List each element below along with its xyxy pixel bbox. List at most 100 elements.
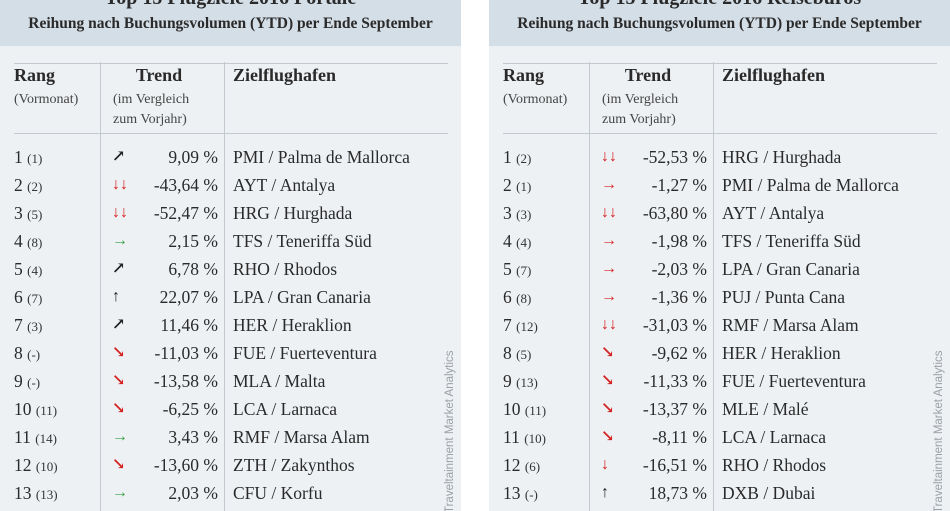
panel-header: Top 15 Flugziele 2016 Portale Reihung na… xyxy=(0,0,461,46)
trend-cell: -16,51 % xyxy=(624,451,707,479)
trend-percentage: -52,47 % xyxy=(153,203,218,223)
trend-percentage: -2,03 % xyxy=(651,259,707,279)
rank-cell: 2 (2) xyxy=(14,171,42,201)
rank-cell: 12 (10) xyxy=(14,451,58,481)
trend-percentage: -43,64 % xyxy=(153,175,218,195)
destination-cell: CFU / Korfu xyxy=(233,483,323,503)
rank-value: 13 xyxy=(14,483,32,503)
destination-cell: PMI / Palma de Mallorca xyxy=(233,147,410,167)
destination-cell: LCA / Larnaca xyxy=(233,399,337,419)
header-top-rule xyxy=(14,63,448,64)
trend-arrow-icon: ↘ xyxy=(112,372,126,389)
table-row: 11 (14) → 3,43 % RMF / Marsa Alam xyxy=(0,423,461,451)
table-row: 6 (8) → -1,36 % PUJ / Punta Cana xyxy=(489,283,950,311)
trend-cell: -43,64 % xyxy=(135,171,218,199)
trend-column-header: Trend xyxy=(135,65,183,85)
rank-value: 2 xyxy=(14,175,23,195)
header-bottom-rule xyxy=(14,133,448,134)
table-row: 9 (13) ↘ -11,33 % FUE / Fuerteventura xyxy=(489,367,950,395)
destination-cell: RMF / Marsa Alam xyxy=(233,427,370,447)
rank-cell: 13 (13) xyxy=(14,479,58,509)
destination-cell: AYT / Antalya xyxy=(233,175,336,195)
rank-cell: 7 (12) xyxy=(503,311,538,341)
rank-value: 11 xyxy=(14,427,31,447)
panel-title: Top 15 Flugziele 2016 Portale xyxy=(0,0,461,10)
header-bottom-rule xyxy=(503,133,937,134)
table-row: 6 (7) ↑ 22,07 % LPA / Gran Canaria xyxy=(0,283,461,311)
table-row: 3 (5) ↓↓ -52,47 % HRG / Hurghada xyxy=(0,199,461,227)
trend-cell: -31,03 % xyxy=(624,311,707,339)
rank-cell: 7 (3) xyxy=(14,311,42,341)
rank-value: 10 xyxy=(14,399,32,419)
table-row: 4 (4) → -1,98 % TFS / Teneriffa Süd xyxy=(489,227,950,255)
table-row: 3 (3) ↓↓ -63,80 % AYT / Antalya xyxy=(489,199,950,227)
rank-value: 3 xyxy=(503,203,512,223)
rank-cell: 4 (4) xyxy=(503,227,531,257)
trend-cell: 3,43 % xyxy=(135,423,218,451)
rank-value: 5 xyxy=(14,259,23,279)
rank-value: 1 xyxy=(503,147,512,167)
rank-cell: 2 (1) xyxy=(503,171,531,201)
trend-cell: -63,80 % xyxy=(624,199,707,227)
previous-rank: (12) xyxy=(516,319,538,334)
table-row: 9 (-) ↘ -13,58 % MLA / Malta xyxy=(0,367,461,395)
trend-arrow-icon: → xyxy=(601,288,617,305)
trend-percentage: 18,73 % xyxy=(648,483,707,503)
trend-percentage: 3,43 % xyxy=(168,427,218,447)
destination-cell: MLE / Malé xyxy=(722,399,809,419)
trend-arrow-icon: ↗ xyxy=(112,316,126,333)
portale-panel: Top 15 Flugziele 2016 Portale Reihung na… xyxy=(0,0,461,511)
rank-cell: 11 (14) xyxy=(14,423,57,453)
previous-rank: (11) xyxy=(35,403,58,418)
trend-percentage: -1,27 % xyxy=(651,175,707,195)
rank-column-subheader: (Vormonat) xyxy=(14,92,79,107)
trend-percentage: -52,53 % xyxy=(642,147,707,167)
rank-value: 8 xyxy=(503,343,512,363)
trend-cell: -11,03 % xyxy=(135,339,218,367)
previous-rank: (5) xyxy=(516,347,532,362)
panel-title: Top 15 Flugziele 2016 Reisebüros xyxy=(489,0,950,10)
trend-cell: 18,73 % xyxy=(624,479,707,507)
trend-percentage: 2,03 % xyxy=(168,483,218,503)
previous-rank: (11) xyxy=(524,403,547,418)
rank-value: 12 xyxy=(503,455,521,475)
source-credit: Traveltainment Market Analytics xyxy=(933,350,945,511)
trend-arrow-icon: → xyxy=(112,232,128,249)
rank-cell: 5 (7) xyxy=(503,255,531,285)
previous-rank: (2) xyxy=(27,179,43,194)
table-row: 4 (8) → 2,15 % TFS / Teneriffa Süd xyxy=(0,227,461,255)
trend-cell: 2,03 % xyxy=(135,479,218,507)
table-row: 7 (12) ↓↓ -31,03 % RMF / Marsa Alam xyxy=(489,311,950,339)
table-row: 13 (-) ↑ 18,73 % DXB / Dubai xyxy=(489,479,950,507)
trend-arrow-icon: ↘ xyxy=(601,428,615,445)
trend-column-header: Trend xyxy=(624,65,672,85)
table-row: 8 (-) ↘ -11,03 % FUE / Fuerteventura xyxy=(0,339,461,367)
rank-column-header: Rang xyxy=(503,65,545,85)
previous-rank: (-) xyxy=(27,375,41,390)
trend-cell: -6,25 % xyxy=(135,395,218,423)
rank-column-subheader: (Vormonat) xyxy=(503,92,568,107)
previous-rank: (13) xyxy=(516,375,538,390)
rank-cell: 10 (11) xyxy=(503,395,546,425)
table-row: 8 (5) ↘ -9,62 % HER / Heraklion xyxy=(489,339,950,367)
rank-value: 7 xyxy=(503,315,512,335)
rank-value: 4 xyxy=(503,231,512,251)
rank-value: 1 xyxy=(14,147,23,167)
table-row: 10 (11) ↘ -6,25 % LCA / Larnaca xyxy=(0,395,461,423)
rank-column-header: Rang xyxy=(14,65,56,85)
trend-arrow-icon: ↘ xyxy=(112,344,126,361)
previous-rank: (6) xyxy=(524,459,541,474)
trend-arrow-icon: → xyxy=(601,232,617,249)
rank-value: 4 xyxy=(14,231,23,251)
trend-arrow-icon: → xyxy=(601,260,617,277)
trend-cell: -1,27 % xyxy=(624,171,707,199)
trend-percentage: -16,51 % xyxy=(642,455,707,475)
trend-cell: -13,37 % xyxy=(624,395,707,423)
rank-value: 9 xyxy=(503,371,512,391)
table-row: 2 (1) → -1,27 % PMI / Palma de Mallorca xyxy=(489,171,950,199)
rank-value: 5 xyxy=(503,259,512,279)
trend-column-subheader: (im Vergleich zum Vorjahr) xyxy=(602,92,679,127)
destination-cell: RHO / Rhodos xyxy=(722,455,827,475)
destination-cell: LCA / Larnaca xyxy=(722,427,826,447)
rank-value: 11 xyxy=(503,427,520,447)
